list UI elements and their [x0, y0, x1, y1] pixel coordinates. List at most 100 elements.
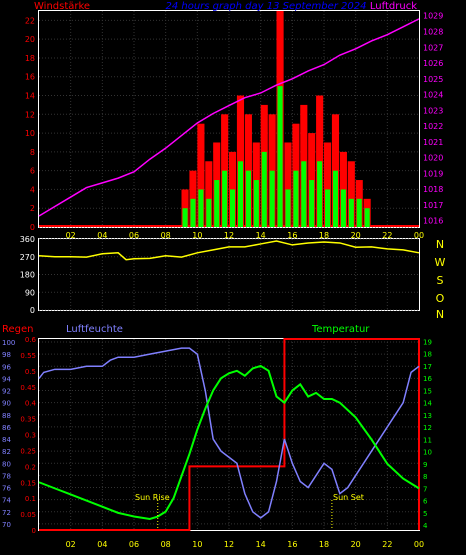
wind-axis-ticks: 0 2 4 6 8 10 12 14 16 18 20 22: [25, 16, 35, 232]
humidity-tick-label: 70: [2, 521, 11, 529]
wind-tick-label: 0: [30, 223, 35, 232]
x-tick-label: 14: [256, 540, 266, 549]
humidity-tick-label: 80: [2, 460, 11, 468]
wind-max-bar: [205, 161, 213, 227]
pressure-tick-label: 1028: [423, 27, 443, 36]
rain-tick-label: 0: [32, 527, 36, 535]
wind-avg-bar: [293, 170, 299, 227]
wind-tick-label: 14: [25, 92, 35, 101]
wind-tick-label: 20: [25, 35, 35, 44]
pressure-tick-label: 1025: [423, 75, 443, 84]
temperature-tick-label: 18: [423, 351, 432, 359]
humidity-tick-label: 76: [2, 485, 11, 493]
temperature-tick-label: 10: [423, 449, 432, 457]
wind-tick-label: 12: [25, 110, 35, 119]
temperature-tick-label: 17: [423, 363, 432, 371]
climate-panel-grid: [39, 339, 419, 530]
humidity-tick-label: 78: [2, 472, 11, 480]
wind-avg-bar: [325, 189, 331, 227]
x-tick-label: 16: [287, 231, 297, 240]
compass-north-bottom: N: [436, 308, 444, 321]
wind-tick-label: 22: [25, 16, 35, 25]
temperature-series: [38, 364, 420, 521]
wind-avg-bar: [230, 189, 236, 227]
wind-avg-bar: [206, 198, 212, 227]
pressure-tick-label: 1029: [423, 12, 443, 21]
wind-avg-bar: [190, 198, 196, 227]
chart-title: 24 hours graph day 13 September 2024: [165, 1, 366, 12]
pressure-tick-label: 1024: [423, 91, 443, 100]
direction-tick-label: 270: [20, 253, 35, 262]
x-tick-label: 10: [192, 540, 202, 549]
temperature-tick-label: 11: [423, 436, 432, 444]
pressure-tick-label: 1021: [423, 138, 443, 147]
temperature-axis-ticks: 4 5 6 7 8 9 10 11 12 13 14 15 16 17 18 19: [423, 338, 432, 530]
temperature-tick-label: 19: [423, 338, 432, 346]
humidity-tick-label: 100: [2, 339, 15, 347]
rain-tick-label: 0.5: [25, 368, 36, 376]
wind-avg-bar: [245, 170, 251, 227]
compass-north-top: N: [436, 238, 444, 251]
wind-avg-bar: [214, 180, 220, 227]
pressure-line: [38, 18, 420, 217]
x-tick-label: 06: [129, 540, 139, 549]
rain-tick-label: 0.6: [25, 336, 37, 344]
pressure-axis-ticks: 1016 1017 1018 1019 1020 1021 1022 1023 1024 1025…: [423, 12, 443, 226]
x-tick-label: 06: [129, 231, 139, 240]
x-tick-label: 12: [224, 540, 234, 549]
pressure-tick-label: 1016: [423, 217, 443, 226]
wind-avg-bar: [340, 189, 346, 227]
humidity-axis-ticks: 70 72 74 76 78 80 82 84 86 88 90 92 94 96 98 100: [2, 339, 15, 529]
x-tick-label: 18: [319, 540, 329, 549]
direction-tick-label: 90: [25, 288, 35, 297]
x-tick-label: 00: [414, 540, 424, 549]
rain-tick-label: 0.15: [20, 479, 36, 487]
wind-avg-bar: [269, 170, 275, 227]
wind-tick-label: 8: [30, 148, 35, 157]
pressure-tick-label: 1022: [423, 122, 443, 131]
humidity-series: [38, 347, 420, 519]
wind-tick-label: 6: [30, 167, 35, 176]
temperature-tick-label: 13: [423, 412, 432, 420]
wind-avg-bar: [356, 198, 362, 227]
temperature-tick-label: 14: [423, 400, 432, 408]
temperature-line: [38, 364, 420, 521]
pressure-axis-title: Luftdruck: [370, 1, 417, 12]
pressure-series: [38, 18, 420, 217]
wind-tick-label: 16: [25, 73, 35, 82]
wind-axis-title: Windstärke: [34, 1, 90, 12]
x-tick-label: 02: [66, 540, 76, 549]
climate-panel-x-ticks: 02 04 06 08 10 12 14 16 18 20 22 00: [66, 540, 425, 549]
wind-avg-bar: [261, 151, 267, 227]
rain-tick-label: 0.2: [25, 463, 36, 471]
pressure-tick-label: 1023: [423, 106, 443, 115]
wind-tick-label: 10: [25, 129, 35, 138]
humidity-tick-label: 88: [2, 412, 11, 420]
humidity-tick-label: 96: [2, 363, 11, 371]
wind-avg-bar: [198, 189, 204, 227]
wind-avg-bar: [182, 208, 188, 227]
temperature-tick-label: 5: [423, 510, 427, 518]
pressure-tick-label: 1019: [423, 169, 443, 178]
wind-max-bar: [284, 142, 292, 227]
humidity-tick-label: 74: [2, 497, 11, 505]
humidity-tick-label: 72: [2, 509, 11, 517]
rain-tick-label: 0.45: [20, 384, 36, 392]
wind-direction-series: [38, 240, 420, 261]
humidity-line: [38, 347, 420, 519]
sun-rise-label: Sun Rise: [135, 493, 170, 502]
wind-panel-x-ticks: 02 04 06 08 10 12 14 16 18 20 22 00: [66, 231, 425, 240]
x-tick-label: 20: [351, 540, 361, 549]
x-tick-label: 12: [224, 231, 234, 240]
pressure-tick-label: 1026: [423, 59, 443, 68]
rain-line: [39, 338, 420, 531]
temperature-tick-label: 8: [423, 473, 427, 481]
humidity-axis-title: Luftfeuchte: [66, 324, 123, 335]
direction-axis-ticks: 0 90 180 270 360: [20, 235, 35, 315]
sun-set-label: Sun Set: [333, 493, 364, 502]
wind-avg-series: [182, 86, 370, 227]
x-tick-label: 02: [66, 231, 76, 240]
temperature-tick-label: 4: [423, 522, 428, 530]
pressure-tick-label: 1017: [423, 201, 443, 210]
wind-avg-bar: [309, 180, 315, 227]
